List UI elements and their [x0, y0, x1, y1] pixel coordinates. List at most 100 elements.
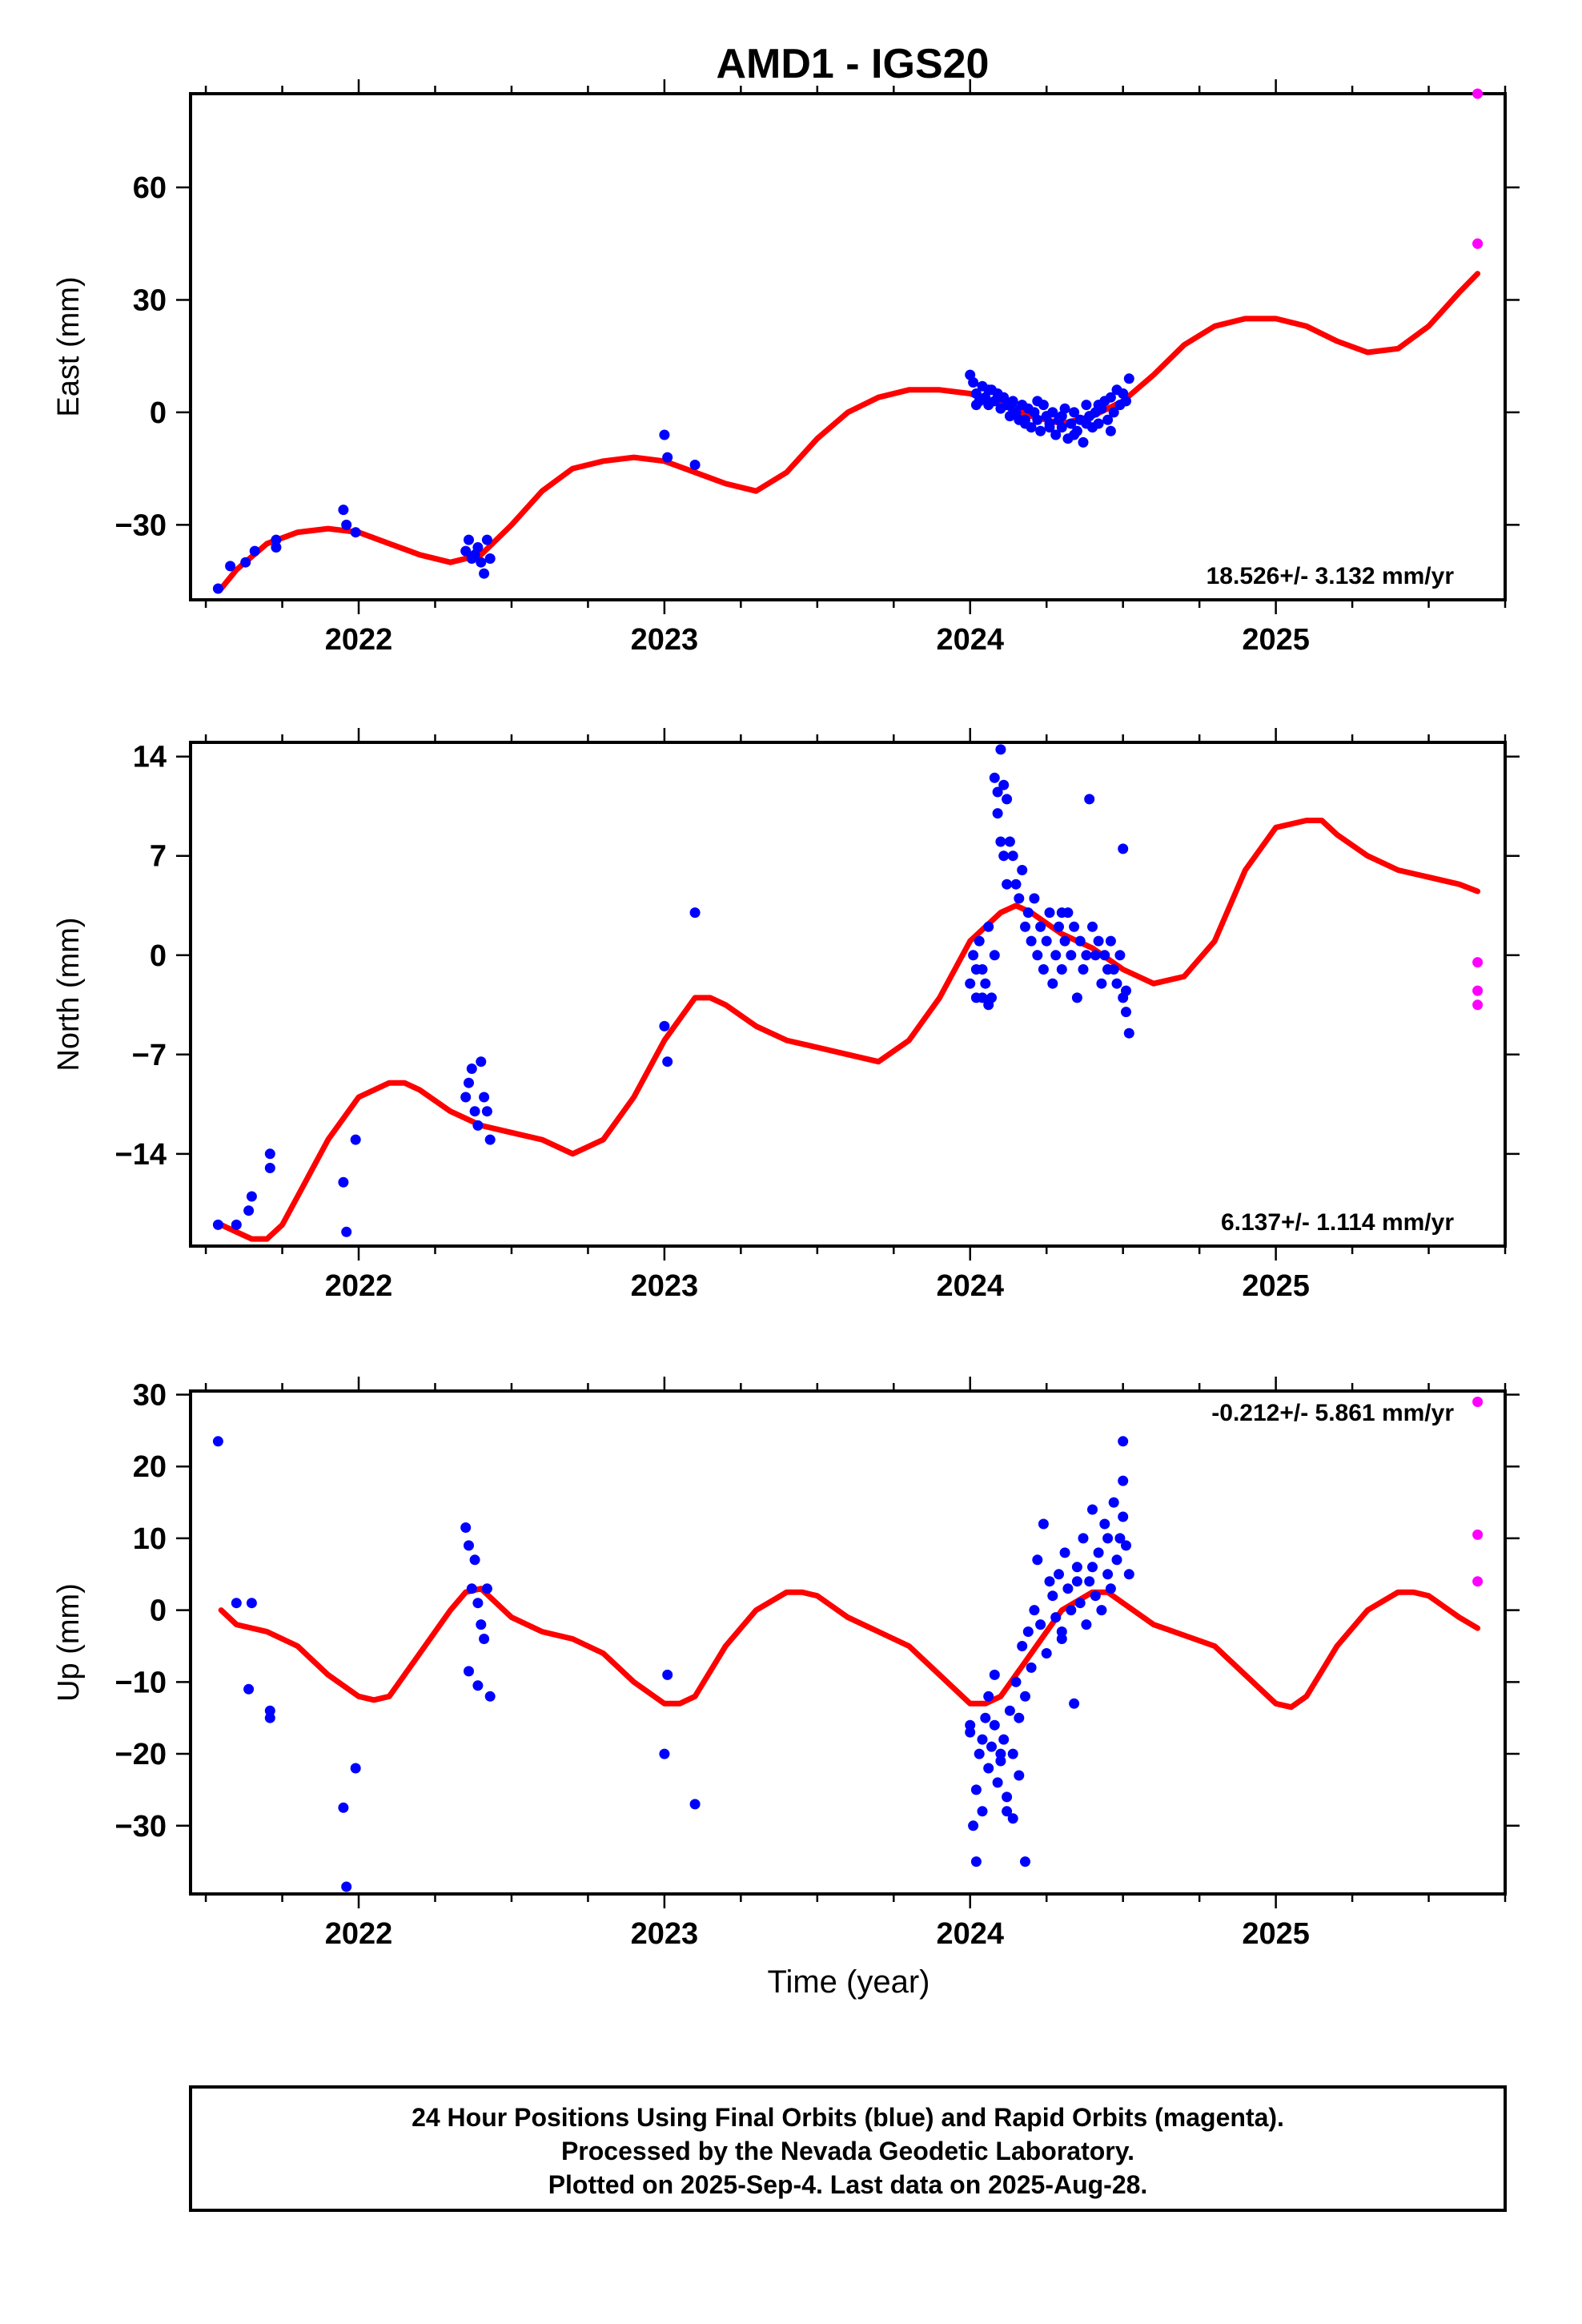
up-final-point	[1071, 1576, 1082, 1587]
north-final-point	[1041, 935, 1052, 947]
east-y-tick-label: 30	[133, 283, 167, 317]
north-final-point	[1111, 978, 1122, 989]
east-final-point	[479, 568, 490, 579]
east-x-tick-label: 2024	[936, 623, 1004, 657]
up-final-point	[1066, 1605, 1077, 1616]
east-final-point	[350, 527, 361, 538]
east-final-point	[271, 542, 282, 553]
north-final-point	[998, 779, 1010, 790]
north-rate-label: 6.137+/- 1.114 mm/yr	[1221, 1209, 1454, 1236]
north-final-point	[992, 808, 1003, 819]
east-final-point	[1081, 400, 1092, 411]
north-final-point	[1066, 950, 1077, 961]
up-final-point	[1069, 1698, 1080, 1709]
up-final-point	[995, 1748, 1006, 1759]
up-final-point	[1050, 1612, 1062, 1623]
up-final-point	[472, 1680, 484, 1691]
north-final-point	[212, 1219, 223, 1230]
up-final-point	[992, 1777, 1003, 1788]
north-final-point	[466, 1063, 477, 1074]
up-final-point	[1114, 1533, 1126, 1544]
north-final-point	[1069, 921, 1080, 932]
north-final-point	[264, 1148, 275, 1160]
up-final-point	[243, 1683, 255, 1695]
up-final-point	[1026, 1662, 1037, 1673]
east-y-tick-label: 0	[150, 396, 167, 430]
north-final-point	[1047, 978, 1058, 989]
north-final-point	[1084, 794, 1095, 805]
north-final-point	[1056, 907, 1067, 919]
east-rate-label: 18.526+/- 3.132 mm/yr	[1207, 563, 1455, 589]
up-final-point	[460, 1522, 472, 1533]
up-final-point	[1014, 1712, 1025, 1723]
north-final-point	[970, 964, 982, 975]
east-axis-label: East (mm)	[52, 276, 86, 416]
up-final-point	[1099, 1518, 1110, 1530]
footer-line-1: 24 Hour Positions Using Final Orbits (bl…	[412, 2103, 1284, 2132]
up-y-tick-label: 20	[133, 1450, 167, 1484]
north-final-point	[983, 999, 994, 1011]
up-axis-label: Up (mm)	[52, 1583, 86, 1702]
up-final-point	[1111, 1554, 1122, 1566]
east-final-point	[1081, 418, 1092, 429]
up-final-point	[1002, 1791, 1013, 1803]
north-final-point	[1026, 935, 1037, 947]
up-final-point	[1032, 1554, 1043, 1566]
up-final-point	[1087, 1504, 1098, 1515]
north-final-point	[481, 1106, 492, 1117]
north-x-tick-label: 2025	[1242, 1269, 1310, 1303]
up-final-point	[338, 1802, 349, 1813]
up-y-tick-label: 30	[133, 1378, 167, 1412]
up-x-tick-label: 2023	[631, 1917, 699, 1951]
up-final-point	[977, 1734, 988, 1745]
up-final-point	[1105, 1583, 1116, 1594]
east-final-point	[1056, 422, 1067, 433]
east-final-point	[983, 384, 994, 396]
up-final-point	[1102, 1533, 1114, 1544]
up-final-point	[464, 1666, 474, 1677]
north-final-point	[1054, 921, 1064, 932]
north-final-point	[1002, 879, 1013, 890]
north-final-point	[1096, 978, 1107, 989]
up-final-point	[998, 1734, 1010, 1745]
east-x-tick-label: 2023	[631, 623, 699, 657]
north-final-point	[1032, 950, 1043, 961]
east-final-point	[1102, 414, 1114, 425]
east-final-point	[1007, 396, 1018, 407]
north-final-point	[989, 950, 1000, 961]
up-final-point	[983, 1691, 994, 1702]
up-final-point	[1007, 1813, 1018, 1824]
up-final-point	[983, 1763, 994, 1774]
east-final-point	[338, 505, 349, 516]
north-final-point	[1121, 985, 1131, 996]
east-final-point	[1047, 407, 1058, 418]
east-final-point	[484, 553, 496, 564]
east-final-point	[1108, 407, 1119, 418]
north-final-point	[469, 1106, 480, 1117]
east-x-tick-label: 2022	[325, 623, 393, 657]
north-final-point	[1105, 935, 1116, 947]
north-final-point	[1002, 794, 1013, 805]
north-final-point	[1093, 935, 1104, 947]
north-final-point	[980, 978, 991, 989]
up-final-point	[1062, 1583, 1074, 1594]
north-final-point	[974, 935, 985, 947]
up-final-point	[977, 1806, 988, 1817]
north-final-point	[662, 1056, 673, 1068]
north-final-point	[1081, 950, 1092, 961]
east-final-point	[1026, 422, 1037, 433]
east-final-point	[1123, 373, 1134, 384]
north-final-point	[264, 1163, 275, 1173]
north-final-point	[965, 978, 976, 989]
east-final-point	[1050, 429, 1062, 440]
north-final-point	[460, 1092, 472, 1103]
north-final-point	[995, 744, 1006, 755]
up-final-point	[1007, 1748, 1018, 1759]
north-final-point	[1071, 992, 1082, 1003]
up-final-point	[484, 1691, 496, 1702]
up-final-point	[1123, 1569, 1134, 1580]
chart-title: AMD1 - IGS20	[717, 41, 990, 87]
north-final-point	[977, 992, 988, 1003]
up-final-point	[659, 1748, 670, 1759]
